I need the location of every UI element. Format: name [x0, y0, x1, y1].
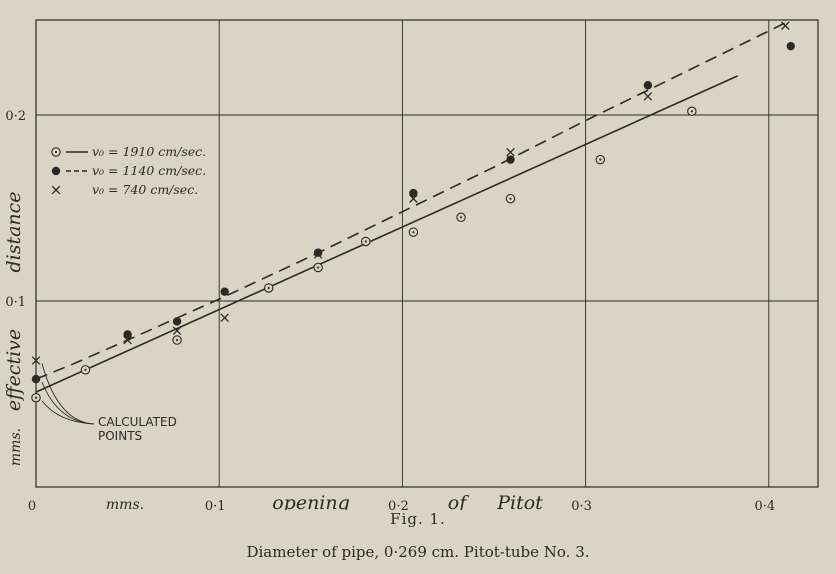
series-0-point-dot [175, 338, 179, 342]
y-axis-label-word: effective [3, 329, 25, 411]
series-1-point [123, 330, 132, 339]
series-1-point [506, 155, 515, 164]
x-tick-label: 0·4 [754, 499, 775, 510]
y-tick-label: 0·2 [5, 109, 26, 124]
series-0-point-dot [459, 216, 463, 219]
series-0-point-dot [599, 158, 602, 161]
series-1-point [172, 317, 182, 326]
x-tick-label: 0·3 [571, 499, 592, 510]
figure-caption: Diameter of pipe, 0·269 cm. Pitot-tube N… [246, 543, 590, 561]
series-0-point-dot [412, 231, 415, 234]
legend-label-0: v₀ = 1910 cm/sec. [92, 144, 206, 159]
series-1-point [786, 41, 795, 51]
figure-label: Fig. 1. [390, 510, 446, 528]
x-tick-label: 0·2 [388, 499, 409, 510]
series-0-fit-line [35, 75, 739, 393]
y-axis-label-word: mms. [8, 428, 24, 466]
legend-marker-2 [51, 185, 61, 195]
series-0-point-dot [267, 286, 270, 290]
y-tick-label: 0·1 [5, 295, 26, 310]
series-2-point [313, 250, 323, 259]
legend-label-2: v₀ = 740 cm/sec. [92, 182, 198, 197]
x-axis-label-word: opening [272, 492, 350, 510]
annotation-text: CALCULATED [98, 415, 177, 429]
series-2-point [123, 335, 132, 345]
series-1-point [31, 374, 41, 384]
series-0-point-dot [364, 240, 367, 243]
series-2-point [172, 326, 182, 336]
series-0-point-dot [509, 197, 512, 200]
series-1-point [643, 81, 653, 90]
legend-label-1: v₀ = 1140 cm/sec. [92, 163, 206, 178]
series-0-point-dot [34, 396, 38, 399]
annotation-leader [41, 400, 95, 425]
series-2-point [506, 147, 515, 157]
x-axis-label-word: mms. [106, 497, 144, 510]
series-1-point [409, 188, 418, 198]
series-1-point [220, 287, 229, 296]
legend-marker-1 [51, 166, 61, 176]
series-2-point [781, 21, 790, 30]
series-0-point-dot [317, 266, 320, 269]
series-2-point [643, 92, 653, 101]
plot-frame [35, 19, 819, 488]
chart: 0 0·1 0·2 0·3 0·4 0·1 0·2 mms. opening of Pitot mms… [3, 19, 819, 510]
x-tick-label: 0·1 [205, 499, 226, 510]
series-2-point [409, 194, 418, 203]
x-tick-label: 0 [28, 499, 36, 510]
annotation-leader [41, 381, 95, 425]
x-axis-label-word: of [448, 492, 469, 510]
x-axis-label-word: Pitot [496, 492, 543, 510]
series-1-fit-line [35, 21, 788, 380]
series-0-point-dot [690, 110, 693, 113]
series-0-point-dot [84, 368, 87, 371]
annotation-leader [41, 363, 95, 425]
series-2-point [31, 356, 41, 365]
series-2-point [220, 313, 229, 322]
annotation-text: POINTS [98, 429, 142, 443]
series-1-point [313, 248, 323, 257]
y-axis-label-word: distance [3, 191, 25, 272]
legend-marker-0-dot [54, 150, 58, 154]
